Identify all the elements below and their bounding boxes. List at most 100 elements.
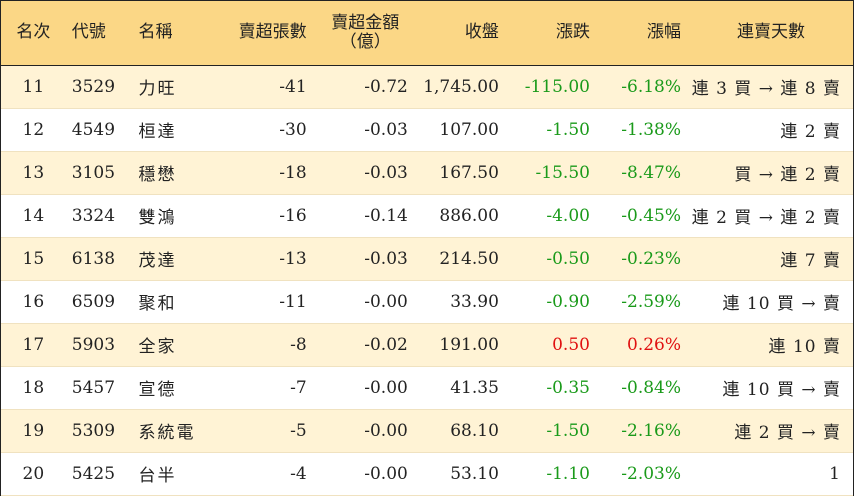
cell-net-sell-lots: -16 (207, 194, 315, 238)
cell-change: -0.35 (506, 366, 598, 410)
cell-code: 5457 (65, 366, 133, 410)
cell-pct: -0.84% (597, 366, 690, 410)
cell-rank: 20 (1, 452, 66, 496)
cell-close: 68.10 (415, 409, 507, 453)
table-row[interactable]: 18 5457 宣德 -7 -0.00 41.35 -0.35 -0.84% 連 10 買 → … (1, 366, 853, 410)
cell-name: 台半 (132, 452, 208, 496)
cell-name: 全家 (132, 323, 208, 367)
cell-close: 107.00 (415, 108, 507, 152)
cell-days: 買 → 連 2 賣 (689, 151, 853, 195)
cell-close: 33.90 (415, 280, 507, 324)
cell-net-sell-amount: -0.00 (314, 280, 416, 324)
table-row[interactable]: 15 6138 茂達 -13 -0.03 214.50 -0.50 -0.23% 連 7 賣 (1, 237, 853, 281)
header-close[interactable]: 收盤 (415, 1, 507, 66)
cell-net-sell-lots: -4 (207, 452, 315, 496)
cell-close: 886.00 (415, 194, 507, 238)
cell-net-sell-amount: -0.03 (314, 151, 416, 195)
cell-change: -115.00 (506, 65, 598, 109)
header-net-sell-amount[interactable]: 賣超金額 （億） (314, 1, 416, 66)
cell-net-sell-lots: -8 (207, 323, 315, 367)
cell-pct: -2.16% (597, 409, 690, 453)
cell-net-sell-amount: -0.03 (314, 237, 416, 281)
cell-name: 茂達 (132, 237, 208, 281)
cell-net-sell-amount: -0.00 (314, 452, 416, 496)
cell-net-sell-amount: -0.02 (314, 323, 416, 367)
cell-code: 5903 (65, 323, 133, 367)
cell-pct: -2.03% (597, 452, 690, 496)
cell-rank: 17 (1, 323, 66, 367)
cell-name: 桓達 (132, 108, 208, 152)
cell-pct: -0.45% (597, 194, 690, 238)
cell-close: 41.35 (415, 366, 507, 410)
cell-days: 連 7 賣 (689, 237, 853, 281)
cell-days: 連 2 買 → 連 2 賣 (689, 194, 853, 238)
cell-net-sell-lots: -7 (207, 366, 315, 410)
header-code[interactable]: 代號 (65, 1, 133, 66)
cell-days: 連 10 買 → 賣 (689, 366, 853, 410)
cell-close: 167.50 (415, 151, 507, 195)
header-days[interactable]: 連賣天數 (689, 1, 853, 66)
header-rank[interactable]: 名次 (1, 1, 66, 66)
cell-change: -4.00 (506, 194, 598, 238)
table-row[interactable]: 11 3529 力旺 -41 -0.72 1,745.00 -115.00 -6.18% 連 3… (1, 65, 853, 109)
cell-rank: 14 (1, 194, 66, 238)
cell-days: 連 2 賣 (689, 108, 853, 152)
cell-change: -1.10 (506, 452, 598, 496)
header-net-sell-amount-line1: 賣超金額 (331, 12, 400, 33)
cell-net-sell-lots: -13 (207, 237, 315, 281)
cell-pct: 0.26% (597, 323, 690, 367)
header-pct[interactable]: 漲幅 (597, 1, 690, 66)
cell-close: 1,745.00 (415, 65, 507, 109)
cell-days: 連 2 買 → 賣 (689, 409, 853, 453)
cell-pct: -0.23% (597, 237, 690, 281)
cell-name: 力旺 (132, 65, 208, 109)
header-name[interactable]: 名稱 (132, 1, 208, 66)
cell-rank: 18 (1, 366, 66, 410)
cell-close: 191.00 (415, 323, 507, 367)
cell-change: -15.50 (506, 151, 598, 195)
cell-days: 連 10 買 → 賣 (689, 280, 853, 324)
table-row[interactable]: 16 6509 聚和 -11 -0.00 33.90 -0.90 -2.59% 連 10 買 →… (1, 280, 853, 324)
cell-change: -0.50 (506, 237, 598, 281)
cell-rank: 19 (1, 409, 66, 453)
table-row[interactable]: 20 5425 台半 -4 -0.00 53.10 -1.10 -2.03% 1 (1, 452, 853, 496)
cell-net-sell-lots: -41 (207, 65, 315, 109)
cell-net-sell-lots: -18 (207, 151, 315, 195)
cell-days: 連 10 賣 (689, 323, 853, 367)
cell-code: 5425 (65, 452, 133, 496)
table-header-row: 名次 代號 名稱 賣超張數 賣超金額 （億） 收盤 漲跌 漲幅 連賣天數 (1, 1, 853, 66)
cell-code: 3529 (65, 65, 133, 109)
cell-change: -1.50 (506, 409, 598, 453)
table-row[interactable]: 13 3105 穩懋 -18 -0.03 167.50 -15.50 -8.47% 買 → 連 … (1, 151, 853, 195)
cell-pct: -2.59% (597, 280, 690, 324)
cell-close: 53.10 (415, 452, 507, 496)
header-net-sell-lots[interactable]: 賣超張數 (207, 1, 315, 66)
table-row[interactable]: 12 4549 桓達 -30 -0.03 107.00 -1.50 -1.38% 連 2 賣 (1, 108, 853, 152)
cell-name: 聚和 (132, 280, 208, 324)
cell-days: 連 3 買 → 連 8 賣 (689, 65, 853, 109)
cell-change: 0.50 (506, 323, 598, 367)
cell-code: 4549 (65, 108, 133, 152)
header-change[interactable]: 漲跌 (506, 1, 598, 66)
cell-code: 6509 (65, 280, 133, 324)
header-net-sell-amount-line2: （億） (339, 31, 391, 52)
cell-net-sell-amount: -0.14 (314, 194, 416, 238)
cell-code: 3324 (65, 194, 133, 238)
cell-pct: -6.18% (597, 65, 690, 109)
table-row[interactable]: 17 5903 全家 -8 -0.02 191.00 0.50 0.26% 連 10 賣 (1, 323, 853, 367)
cell-code: 6138 (65, 237, 133, 281)
cell-net-sell-amount: -0.72 (314, 65, 416, 109)
cell-rank: 13 (1, 151, 66, 195)
cell-net-sell-lots: -5 (207, 409, 315, 453)
table-row[interactable]: 19 5309 系統電 -5 -0.00 68.10 -1.50 -2.16% 連 2 買 → … (1, 409, 853, 453)
cell-change: -1.50 (506, 108, 598, 152)
cell-pct: -1.38% (597, 108, 690, 152)
cell-net-sell-amount: -0.03 (314, 108, 416, 152)
cell-pct: -8.47% (597, 151, 690, 195)
cell-rank: 12 (1, 108, 66, 152)
table-row[interactable]: 14 3324 雙鴻 -16 -0.14 886.00 -4.00 -0.45% 連 2 買 →… (1, 194, 853, 238)
cell-name: 穩懋 (132, 151, 208, 195)
cell-code: 5309 (65, 409, 133, 453)
